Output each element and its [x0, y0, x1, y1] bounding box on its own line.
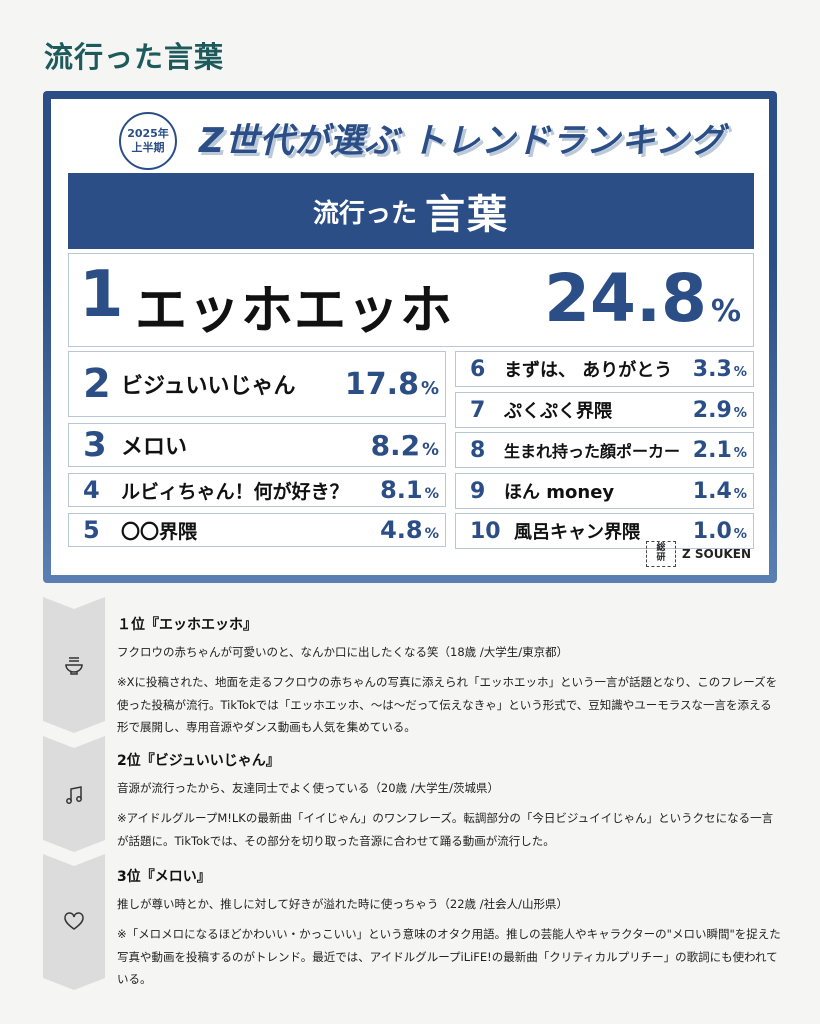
chevron-shape [43, 736, 105, 852]
percent-value: 17.8 [344, 366, 419, 402]
rank-1-item: 1 エッホエッホ 24.8% [68, 253, 754, 347]
rank-2-item: 2 ビジュいいじゃん 17.8% [68, 351, 446, 417]
badge-year: 2025年 [127, 127, 169, 141]
section-note: ※アイドルグループM!LKの最新曲「イイじゃん」のワンフレーズ。転調部分の「今日… [117, 811, 774, 848]
rank-word: ほん money [504, 482, 615, 503]
percent-unit: % [733, 486, 747, 502]
rank-6-item: 6 まずは、 ありがとう 3.3% [455, 351, 754, 387]
rank-8-item: 8 生まれ持った顔ポーカー 2.1% [455, 432, 754, 468]
rank-number: 2 [83, 361, 111, 407]
percent-value: 2.9 [692, 397, 732, 423]
rank-10-item: 10 風呂キャン界隈 1.0% [455, 513, 754, 549]
rank-percent: 1.0% [693, 519, 747, 544]
rank-number: 6 [470, 356, 486, 382]
rank-percent: 2.9% [693, 398, 747, 423]
category-label-a: 流行った [312, 198, 417, 229]
category-bar: 流行った 言葉 [68, 173, 754, 249]
noodle-bowl-icon [63, 654, 85, 676]
section-quote: 音源が流行ったから、友達同士でよく使っている（20歳 /大学生/茨城県） [117, 781, 499, 795]
rank-4-item: 4 ルビィちゃん！何が好き？ 8.1% [68, 473, 446, 507]
rank-percent: 2.1% [693, 438, 747, 463]
rank-number: 10 [470, 518, 501, 544]
section-note: ※「メロメロになるほどかわいい・かっこいい」という意味のオタク用語。推しの芸能人… [117, 927, 781, 987]
percent-value: 1.0 [692, 518, 732, 544]
heading-generation: Z世代が選ぶ [199, 121, 400, 161]
period-badge: 2025年 上半期 [119, 112, 177, 170]
ranking-card-inner: 2025年 上半期 Z世代が選ぶ トレンドランキング 流行った 言葉 1 エッホ… [51, 99, 769, 575]
percent-unit: % [424, 526, 439, 542]
rank-number: 9 [470, 478, 486, 504]
rank-word: エッホエッホ [135, 281, 454, 341]
section-title: 2位『ビジュいいじゃん』 [117, 753, 280, 769]
rank-9-item: 9 ほん money 1.4% [455, 473, 754, 509]
rank-number: 1 [79, 258, 124, 332]
ranking-card: 2025年 上半期 Z世代が選ぶ トレンドランキング 流行った 言葉 1 エッホ… [43, 91, 777, 583]
section-title: １位『エッホエッホ』 [117, 617, 257, 633]
heart-icon [63, 911, 85, 933]
rank-word: ビジュいいじゃん [121, 374, 296, 399]
rank-word: 生まれ持った顔ポーカー [504, 442, 681, 461]
rank-number: 5 [83, 516, 100, 544]
rank-word: ぷくぷく界隈 [504, 401, 612, 422]
section-2: 2位『ビジュいいじゃん』 音源が流行ったから、友達同士でよく使っている（20歳 … [117, 750, 782, 852]
rank-percent: 8.1% [380, 476, 439, 504]
rank-7-item: 7 ぷくぷく界隈 2.9% [455, 392, 754, 428]
rank-word: ルビィちゃん！何が好き？ [121, 480, 349, 503]
category-label-b: 言葉 [425, 192, 509, 238]
percent-unit: % [733, 364, 747, 380]
percent-unit: % [733, 405, 747, 421]
brand-logo: 総 研 Z SOUKEN [645, 541, 751, 567]
rank-percent: 24.8% [544, 260, 741, 337]
percent-unit: % [733, 526, 747, 542]
percent-unit: % [422, 438, 439, 459]
rank-word: 〇〇界隈 [121, 520, 198, 543]
rank-3-item: 3 メロい 8.2% [68, 423, 446, 467]
percent-unit: % [710, 294, 741, 329]
brand-mark-icon: 総 研 [645, 541, 676, 567]
rank-number: 4 [83, 476, 100, 504]
percent-value: 8.2 [370, 428, 421, 462]
rank-percent: 4.8% [380, 516, 439, 544]
section-3-marker [43, 854, 105, 990]
section-note: ※Xに投稿された、地面を走るフクロウの赤ちゃんの写真に添えられ「エッホエッホ」と… [117, 675, 778, 735]
page-title: 流行った言葉 [44, 40, 225, 74]
section-1: １位『エッホエッホ』 フクロウの赤ちゃんが可愛いのと、なんか口に出したくなる笑（… [117, 614, 782, 739]
badge-half: 上半期 [131, 141, 165, 154]
chevron-shape [43, 854, 105, 990]
percent-unit: % [733, 445, 747, 461]
percent-unit: % [420, 377, 439, 399]
music-note-icon [63, 784, 85, 806]
section-quote: 推しが尊い時とか、推しに対して好きが溢れた時に使っちゃう（22歳 /社会人/山形… [117, 897, 568, 911]
percent-value: 1.4 [692, 478, 732, 504]
rank-number: 3 [83, 425, 107, 465]
percent-value: 3.3 [692, 356, 732, 382]
rank-number: 7 [470, 397, 486, 423]
percent-unit: % [424, 486, 439, 502]
percent-value: 24.8 [544, 260, 707, 337]
section-1-marker [43, 597, 105, 733]
rank-percent: 1.4% [693, 479, 747, 504]
section-3: 3位『メロい』 推しが尊い時とか、推しに対して好きが溢れた時に使っちゃう（22歳… [117, 866, 782, 991]
rank-percent: 17.8% [345, 367, 439, 402]
rank-word: メロい [121, 435, 188, 460]
section-quote: フクロウの赤ちゃんが可愛いのと、なんか口に出したくなる笑（18歳 /大学生/東京… [117, 645, 569, 659]
rank-word: 風呂キャン界隈 [514, 522, 640, 543]
section-2-marker [43, 736, 105, 852]
percent-value: 2.1 [692, 437, 732, 463]
percent-value: 8.1 [380, 476, 423, 504]
rank-percent: 3.3% [693, 357, 747, 382]
brand-name: Z SOUKEN [681, 547, 751, 561]
percent-value: 4.8 [380, 516, 423, 544]
section-title: 3位『メロい』 [117, 869, 211, 885]
rank-word: まずは、 ありがとう [504, 360, 673, 381]
rank-5-item: 5 〇〇界隈 4.8% [68, 513, 446, 547]
rank-percent: 8.2% [371, 429, 439, 462]
rank-number: 8 [470, 437, 486, 463]
heading-ranking: トレンドランキング [411, 121, 725, 161]
